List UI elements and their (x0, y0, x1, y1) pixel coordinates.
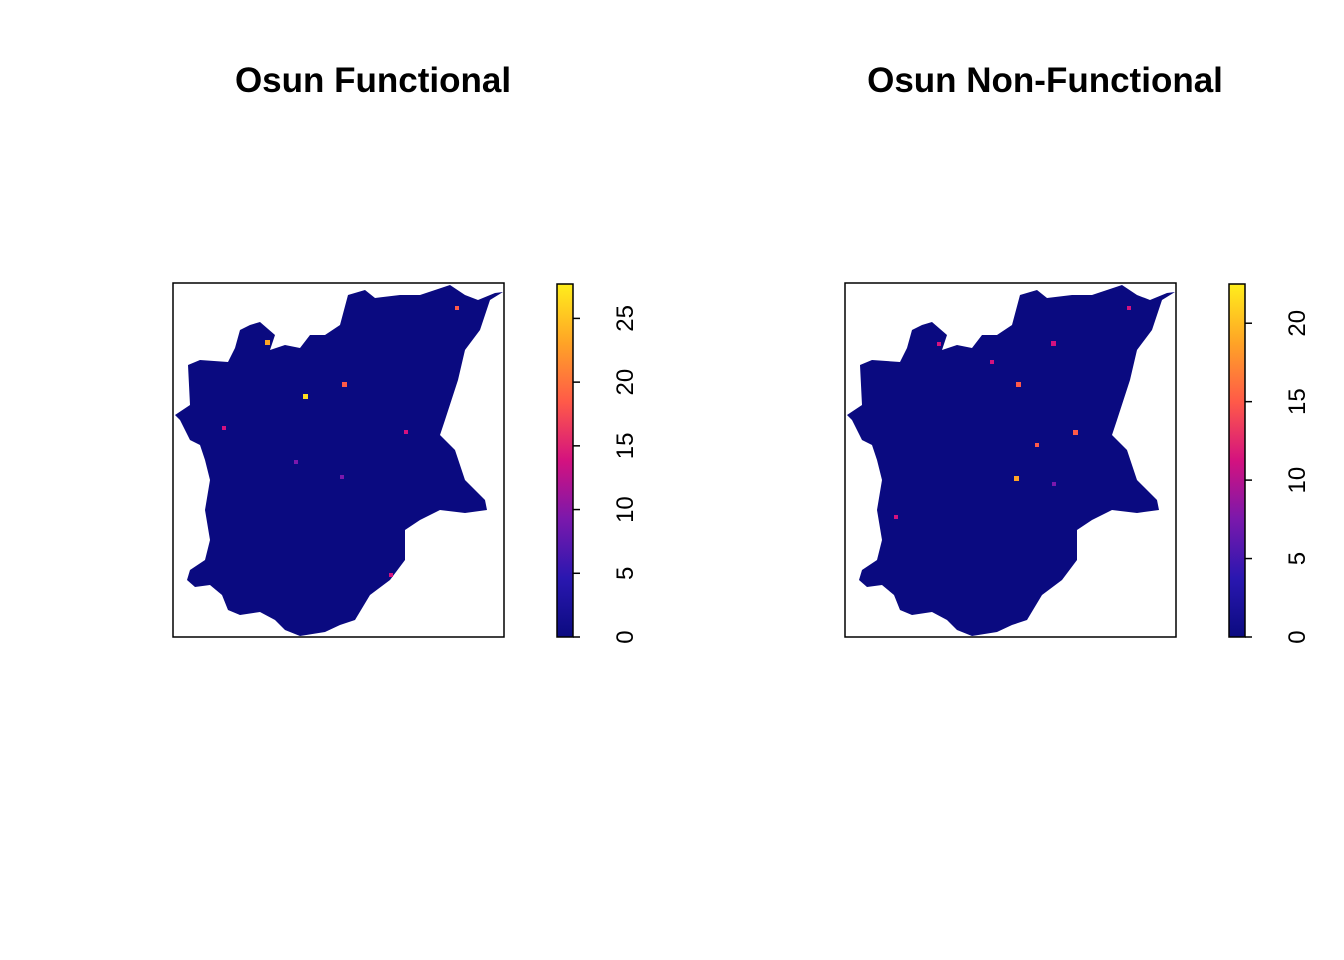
colorbar-tick-label: 25 (612, 305, 639, 332)
map-left (172, 282, 505, 638)
colorbar-tick-label: 15 (1284, 388, 1311, 415)
colorbar (1228, 283, 1246, 638)
colorbar-tick-label: 5 (612, 567, 639, 580)
panel-title: Osun Functional (235, 61, 511, 100)
colorbar-tick-label: 0 (612, 630, 639, 643)
colorbar-tick-label: 20 (1284, 310, 1311, 337)
colorbar (556, 283, 574, 638)
colorbar-tick-label: 10 (612, 496, 639, 523)
map-right (844, 282, 1177, 638)
panel-title: Osun Non-Functional (867, 61, 1223, 100)
hotspots (894, 306, 1131, 519)
colorbar-tick-label: 0 (1284, 630, 1311, 643)
panel: Osun Non-Functional 0 5 10 15 20 (867, 61, 1311, 644)
region-shape (175, 285, 503, 636)
panel: Osun Functional 0 5 10 15 20 25 (235, 61, 639, 644)
colorbar-tick-label: 5 (1284, 552, 1311, 565)
colorbar-tick-label: 20 (612, 369, 639, 396)
map-frame (844, 282, 1177, 638)
colorbar-tick-label: 15 (612, 432, 639, 459)
hotspots (222, 306, 459, 577)
map-frame (172, 282, 505, 638)
colorbar-tick-label: 10 (1284, 467, 1311, 494)
region-shape (847, 285, 1175, 636)
